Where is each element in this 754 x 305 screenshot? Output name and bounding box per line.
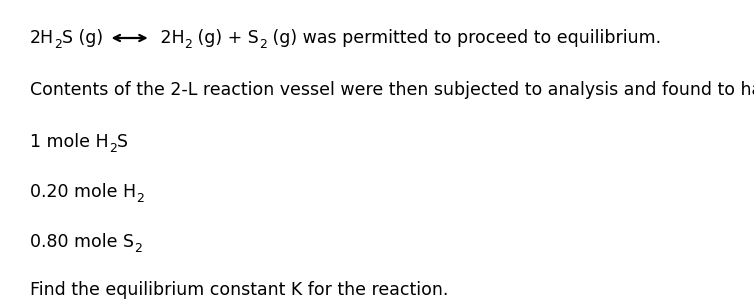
Text: Contents of the 2-L reaction vessel were then subjected to analysis and found to: Contents of the 2-L reaction vessel were…	[30, 81, 754, 99]
Text: S: S	[117, 133, 127, 151]
Text: 1 mole H: 1 mole H	[30, 133, 109, 151]
Text: 2: 2	[184, 38, 192, 51]
Text: 2: 2	[54, 38, 62, 51]
Text: (g) was permitted to proceed to equilibrium.: (g) was permitted to proceed to equilibr…	[267, 29, 661, 47]
Text: 2: 2	[109, 142, 117, 155]
Text: 0.80 mole S: 0.80 mole S	[30, 233, 134, 251]
Text: 2H: 2H	[155, 29, 184, 47]
Text: 2: 2	[136, 192, 144, 205]
Text: S (g): S (g)	[62, 29, 109, 47]
Text: 2: 2	[259, 38, 267, 51]
Text: 2H: 2H	[30, 29, 54, 47]
Text: 0.20 mole H: 0.20 mole H	[30, 183, 136, 201]
Text: Find the equilibrium constant K for the reaction.: Find the equilibrium constant K for the …	[30, 281, 449, 299]
Text: (g) + S: (g) + S	[192, 29, 259, 47]
Text: 2: 2	[134, 242, 142, 255]
